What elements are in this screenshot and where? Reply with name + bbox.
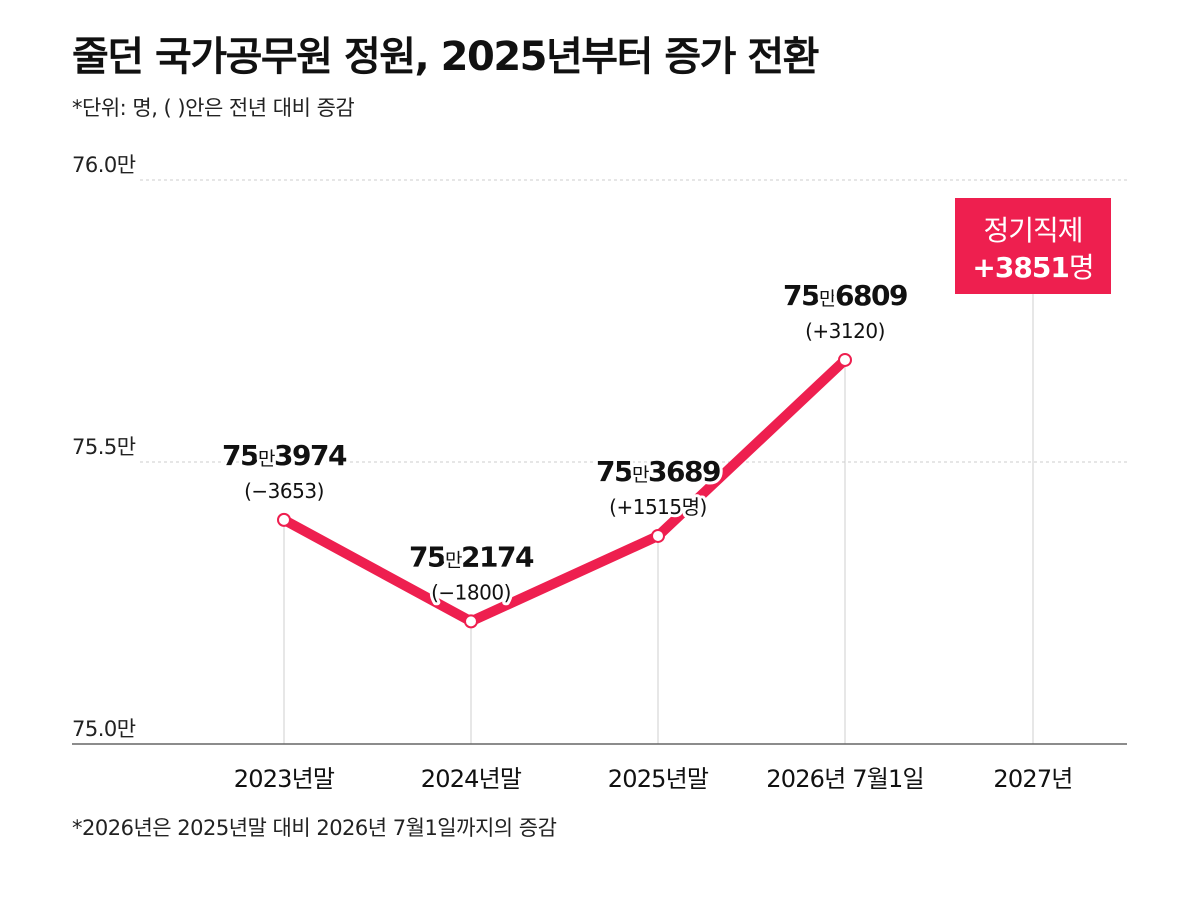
y-tick-label: 75.5만 [72, 435, 136, 459]
y-axis-ticks: 76.0만 75.5만 75.0만 [72, 153, 136, 741]
data-label-rest: 3974 [274, 439, 347, 472]
data-label-change: (−1800) [431, 580, 511, 604]
data-label-rest: 3689 [648, 455, 720, 488]
annotation-line2: +3851명 [972, 251, 1093, 284]
gridlines [140, 179, 1127, 463]
data-label-main: 75 [783, 279, 819, 312]
data-label-value: 75만3974 [222, 439, 347, 472]
data-label-rest: 6809 [835, 279, 907, 312]
unit-note: *단위: 명, ( )안은 전년 대비 증감 [72, 96, 355, 120]
chart-title: 줄던 국가공무원 정원, 2025년부터 증가 전환 [72, 34, 819, 80]
data-point [838, 352, 852, 367]
annotation-line1: 정기직제 [983, 214, 1082, 247]
data-label-main: 75 [409, 540, 445, 573]
data-label-main: 75 [596, 455, 632, 488]
x-tick-label: 2024년말 [421, 765, 522, 793]
data-label-value: 75만3689 [596, 455, 720, 488]
data-label-unit: 만 [258, 448, 275, 470]
x-tick-label: 2026년 7월1일 [766, 765, 924, 793]
annotation-box: 정기직제 +3851명 [955, 198, 1111, 294]
y-tick-label: 76.0만 [72, 153, 136, 177]
annotation-box-bg [955, 198, 1111, 294]
vertical-guides [283, 280, 1034, 744]
x-axis-ticks: 2023년말 2024년말 2025년말 2026년 7월1일 2027년 [234, 765, 1074, 793]
data-label-rest: 2174 [461, 540, 534, 573]
footnote: *2026년은 2025년말 대비 2026년 7월1일까지의 증감 [72, 816, 557, 840]
x-tick-label: 2027년 [993, 765, 1072, 793]
series-line [279, 354, 850, 627]
series-line-path [279, 354, 850, 627]
x-tick-label: 2023년말 [234, 765, 335, 793]
data-point [651, 528, 665, 543]
data-label-main: 75 [222, 439, 258, 472]
data-point [464, 614, 478, 629]
data-label-change: (+1515명) [609, 495, 707, 519]
y-tick-label: 75.0만 [72, 717, 136, 741]
annotation-unit: 명 [1069, 251, 1094, 284]
data-label-change: (−3653) [244, 479, 324, 503]
data-label-unit: 만 [445, 549, 462, 571]
data-label-unit: 만 [632, 464, 649, 486]
x-tick-label: 2025년말 [608, 765, 709, 793]
data-point [277, 512, 291, 527]
data-label-unit: 만 [819, 288, 836, 310]
data-label-change: (+3120) [805, 319, 885, 343]
data-label-value: 75만2174 [409, 540, 534, 573]
annotation-value: +3851 [972, 251, 1068, 284]
data-points [277, 352, 852, 629]
data-labels: 75만3974(−3653)75만2174(−1800)75만3689(+151… [219, 276, 911, 607]
data-label-value: 75만6809 [783, 279, 907, 312]
